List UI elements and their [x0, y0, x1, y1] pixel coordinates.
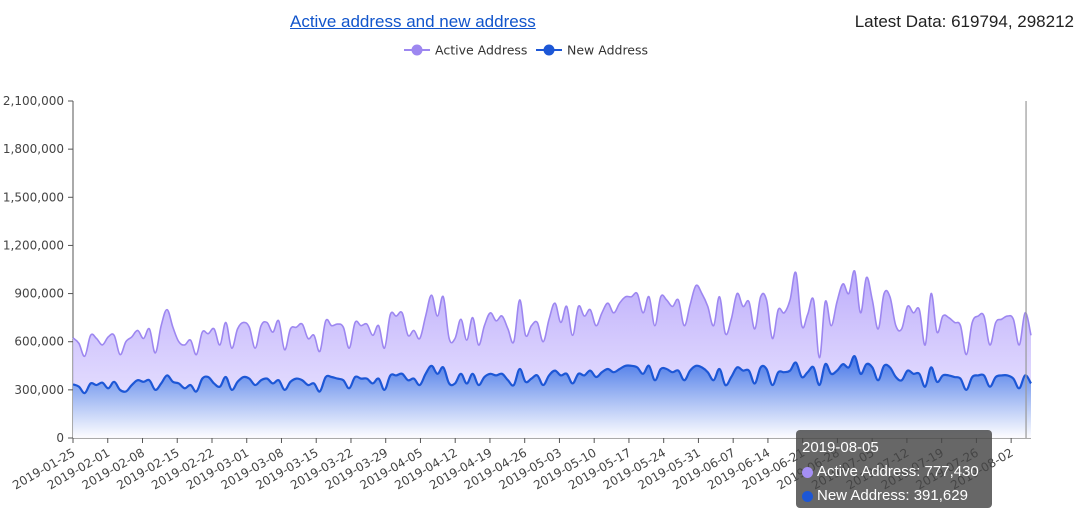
legend-label: New Address	[567, 43, 648, 58]
latest-data-readout: Latest Data: 619794, 298212	[854, 12, 1074, 31]
legend: Active Address New Address	[404, 43, 648, 58]
tooltip-active-value: Active Address: 777,430	[817, 463, 979, 480]
tooltip-dot-new	[802, 490, 813, 502]
legend-item-active-address[interactable]: Active Address	[404, 43, 527, 58]
tooltip-new-value: New Address: 391,629	[817, 487, 968, 504]
series-layer	[72, 270, 1032, 438]
tooltip-row-active: Active Address: 777,430	[802, 460, 986, 484]
tooltip-date: 2019-08-05	[802, 439, 879, 456]
y-tick-label: 900,000	[14, 287, 64, 301]
hover-tooltip: 2019-08-05 Active Address: 777,430 New A…	[796, 430, 992, 508]
legend-dot-marker	[411, 44, 423, 56]
legend-item-new-address[interactable]: New Address	[536, 43, 648, 58]
series-line-active-address[interactable]	[72, 270, 1032, 359]
y-tick-label: 1,200,000	[3, 238, 64, 252]
y-tick-label: 1,500,000	[3, 190, 64, 204]
y-tick-label: 300,000	[14, 383, 64, 397]
tooltip-dot-active	[802, 466, 813, 478]
legend-label: Active Address	[435, 43, 527, 58]
series-area-new-address	[73, 356, 1031, 438]
legend-dot-marker	[543, 44, 555, 56]
chart-title-link[interactable]: Active address and new address	[290, 12, 536, 31]
y-tick-label: 1,800,000	[3, 142, 64, 156]
y-tick-label: 2,100,000	[3, 94, 64, 108]
series-line-new-address[interactable]	[72, 355, 1032, 395]
y-tick-label: 600,000	[14, 335, 64, 349]
y-tick-label: 0	[56, 431, 64, 445]
tooltip-row-new: New Address: 391,629	[802, 484, 986, 508]
